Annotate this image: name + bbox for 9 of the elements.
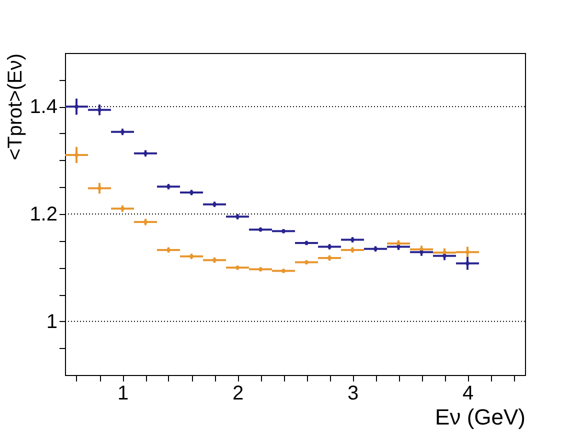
y-tick-label: 1.4 (30, 96, 58, 118)
x-tick-label: 4 (462, 382, 474, 404)
y-tick-label: 1.2 (30, 204, 58, 226)
x-tick-label: 3 (347, 382, 359, 404)
x-tick-label: 1 (117, 382, 129, 404)
x-tick-label: 2 (232, 382, 244, 404)
y-tick-label: 1 (46, 310, 58, 333)
x-axis-title: Eν (GeV) (435, 404, 526, 430)
y-axis-title: <Tprot>(Eν) (4, 54, 27, 160)
